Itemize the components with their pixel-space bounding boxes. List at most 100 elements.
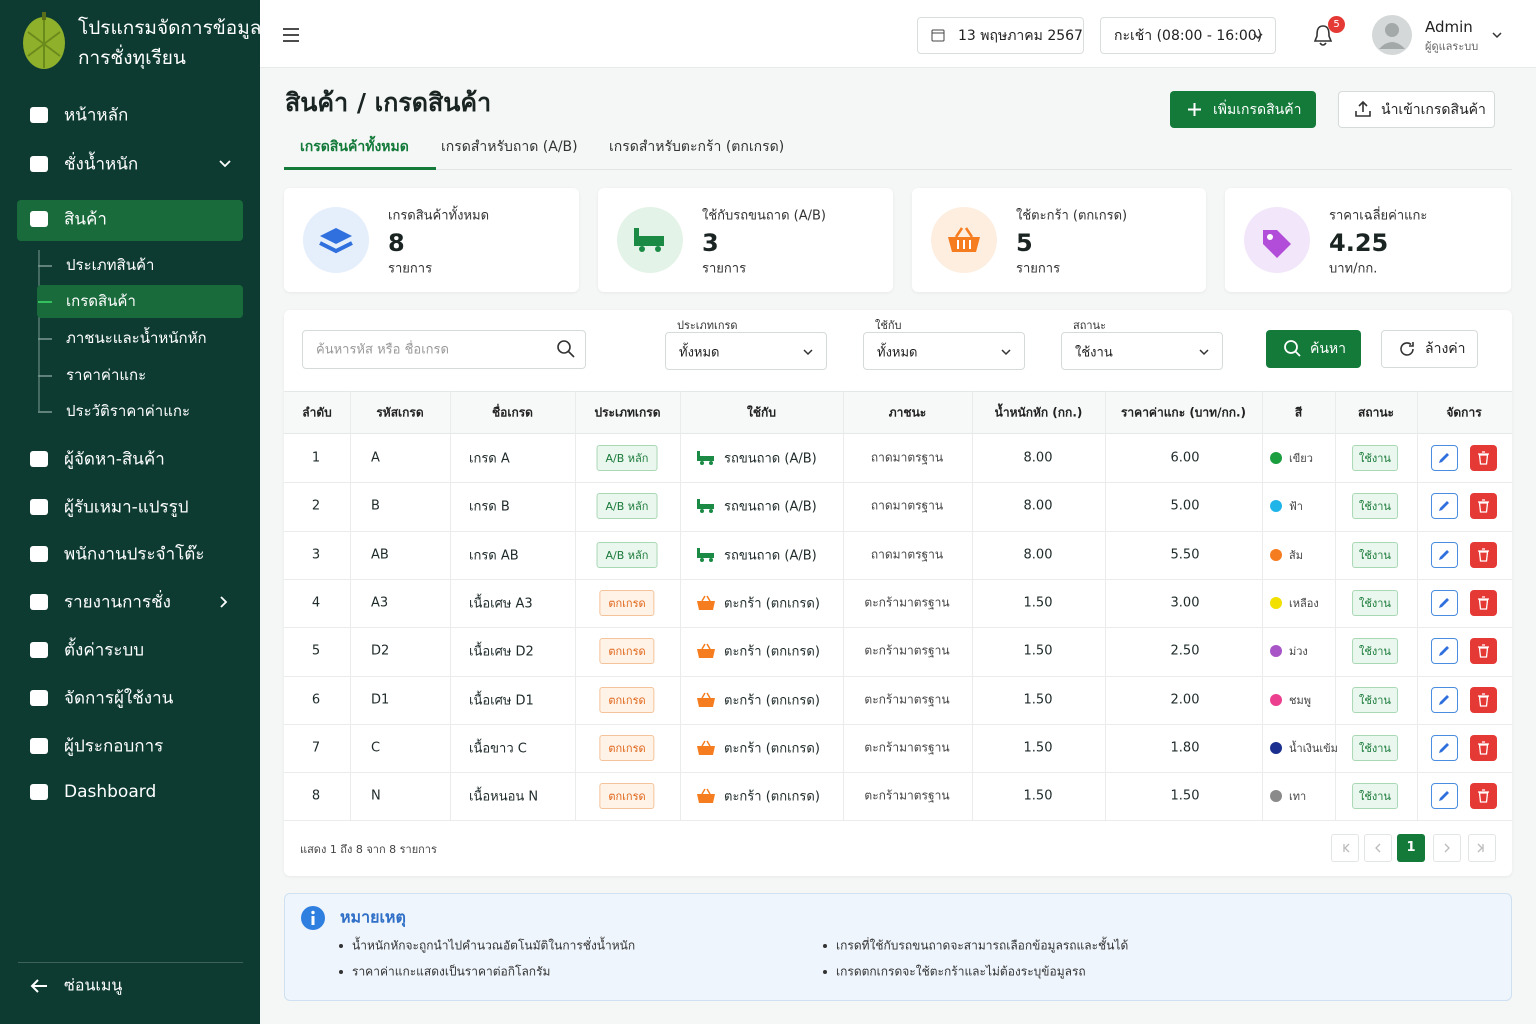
column-header: ลำดับ <box>302 405 332 420</box>
delete-button[interactable] <box>1470 638 1497 665</box>
date-box[interactable] <box>917 17 1084 54</box>
container: ตะกร้ามาตรฐาน <box>864 692 950 707</box>
submenu-item[interactable]: ประเภทสินค้า <box>66 256 155 274</box>
plus-icon <box>1188 103 1201 116</box>
filter-select[interactable] <box>863 332 1025 370</box>
menu-item[interactable]: จัดการผู้ใช้งาน <box>64 688 174 709</box>
menu-item[interactable]: สินค้า <box>64 209 107 230</box>
filter-label: สถานะ <box>1073 319 1106 332</box>
color-name: เหลือง <box>1289 597 1319 611</box>
menu-item[interactable]: ผู้จัดหา-สินค้า <box>64 449 165 470</box>
icon-part <box>557 340 571 354</box>
container: ตะกร้ามาตรฐาน <box>864 740 950 755</box>
column-header: ชื่อเกรด <box>492 405 533 420</box>
submenu-item[interactable]: ประวัติราคาค่าแกะ <box>66 402 190 420</box>
icon-part <box>1313 25 1333 46</box>
search-input[interactable] <box>302 330 586 369</box>
delete-button[interactable] <box>1470 541 1497 568</box>
bullet <box>339 970 343 974</box>
collapse-menu[interactable]: ซ่อนเมนู <box>64 975 123 995</box>
pencil-icon <box>1439 501 1449 512</box>
icon-part <box>1478 789 1489 803</box>
use-with: รถขนถาด (A/B) <box>724 451 817 467</box>
icon-part <box>311 916 315 925</box>
weight-deduction: 8.00 <box>1023 547 1053 563</box>
delete-button[interactable] <box>1470 686 1497 713</box>
menu-icon <box>30 594 48 610</box>
submenu-item[interactable]: เกรดสินค้า <box>66 292 136 310</box>
grade-code: A <box>371 450 380 466</box>
edit-button[interactable] <box>1431 686 1458 713</box>
tab[interactable]: เกรดสินค้าทั้งหมด <box>300 139 409 155</box>
delete-button[interactable] <box>1470 445 1497 472</box>
basket-icon <box>697 643 715 659</box>
menu-item[interactable]: Dashboard <box>64 782 157 802</box>
chevron <box>220 596 228 608</box>
icon-part <box>1478 741 1489 755</box>
icon-part <box>954 227 974 238</box>
tab[interactable]: เกรดสำหรับตะกร้า (ตกเกรด) <box>609 139 785 155</box>
filter-select[interactable] <box>1061 332 1223 370</box>
icon-part <box>567 350 575 358</box>
delete-button[interactable] <box>1470 734 1497 761</box>
delete-button[interactable] <box>1470 590 1497 617</box>
grade-type-badge: ตกเกรด <box>599 734 655 761</box>
menu-item[interactable]: รายงานการชั่ง <box>64 592 171 613</box>
tab-underline <box>284 167 436 170</box>
grade-type-badge: ตกเกรด <box>599 590 655 617</box>
icon-part <box>697 745 715 755</box>
peel-price: 5.50 <box>1170 547 1200 563</box>
menu-icon <box>30 546 48 562</box>
status-badge: ใช้งาน <box>1352 590 1398 617</box>
icon-part <box>701 788 711 795</box>
grade-name: เนื้อเศษ A3 <box>469 596 533 612</box>
delete-button[interactable] <box>1470 493 1497 520</box>
row-divider <box>284 820 1512 821</box>
status-badge: ใช้งาน <box>1352 734 1398 761</box>
delete-button[interactable] <box>1470 783 1497 810</box>
icon-part <box>701 643 711 650</box>
column-divider <box>680 391 681 820</box>
submenu-active-bg <box>37 285 243 318</box>
icon-part <box>1439 742 1449 753</box>
app-title: โปรแกรมจัดการข้อมูล <box>78 17 262 39</box>
menu-item[interactable]: ผู้ประกอบการ <box>64 736 164 757</box>
tree-branch <box>38 338 52 340</box>
filter-select[interactable] <box>665 332 827 370</box>
menu-icon <box>30 738 48 754</box>
avatar <box>1372 15 1412 55</box>
menu-icon <box>30 784 48 800</box>
search-button[interactable] <box>1266 330 1361 368</box>
edit-button[interactable] <box>1431 734 1458 761</box>
icon-part <box>311 910 315 915</box>
grade-code: B <box>371 498 380 514</box>
menu-item[interactable]: ตั้งค่าระบบ <box>64 640 145 661</box>
page-button[interactable] <box>1364 834 1392 862</box>
submenu-item[interactable]: ราคาค่าแกะ <box>66 366 147 384</box>
user-name[interactable]: Admin <box>1425 18 1473 36</box>
tab-divider <box>284 169 1512 170</box>
trash-icon <box>1478 692 1489 707</box>
menu-icon <box>30 451 48 467</box>
color-dot <box>1270 645 1282 658</box>
icon-part <box>698 456 714 462</box>
tab[interactable]: เกรดสำหรับถาด (A/B) <box>441 139 578 155</box>
page-button[interactable] <box>1331 834 1359 862</box>
truck-icon <box>697 547 714 562</box>
menu-item[interactable]: พนักงานประจำโต๊ะ <box>64 544 205 565</box>
page-button[interactable]: 1 <box>1397 834 1425 862</box>
note-item: ราคาค่าแกะแสดงเป็นราคาต่อกิโลกรัม <box>352 964 551 979</box>
page-button[interactable] <box>1433 834 1461 862</box>
shift-box[interactable] <box>1100 17 1276 54</box>
column-header: น้ำหนักหัก (กก.) <box>994 405 1083 420</box>
trash-icon <box>1478 548 1489 562</box>
menu-item[interactable]: หน้าหลัก <box>64 105 129 126</box>
pencil-icon <box>1439 598 1449 609</box>
menu-item[interactable]: ชั่งน้ำหนัก <box>64 154 139 175</box>
submenu-item[interactable]: ภาชนะและน้ำหนักหัก <box>66 329 207 347</box>
reset-button[interactable] <box>1381 330 1478 368</box>
import-button[interactable] <box>1338 91 1495 128</box>
menu-item[interactable]: ผู้รับเหมา-แปรรูป <box>64 497 189 518</box>
trash-icon <box>1478 789 1489 803</box>
edit-button[interactable] <box>1431 783 1458 810</box>
